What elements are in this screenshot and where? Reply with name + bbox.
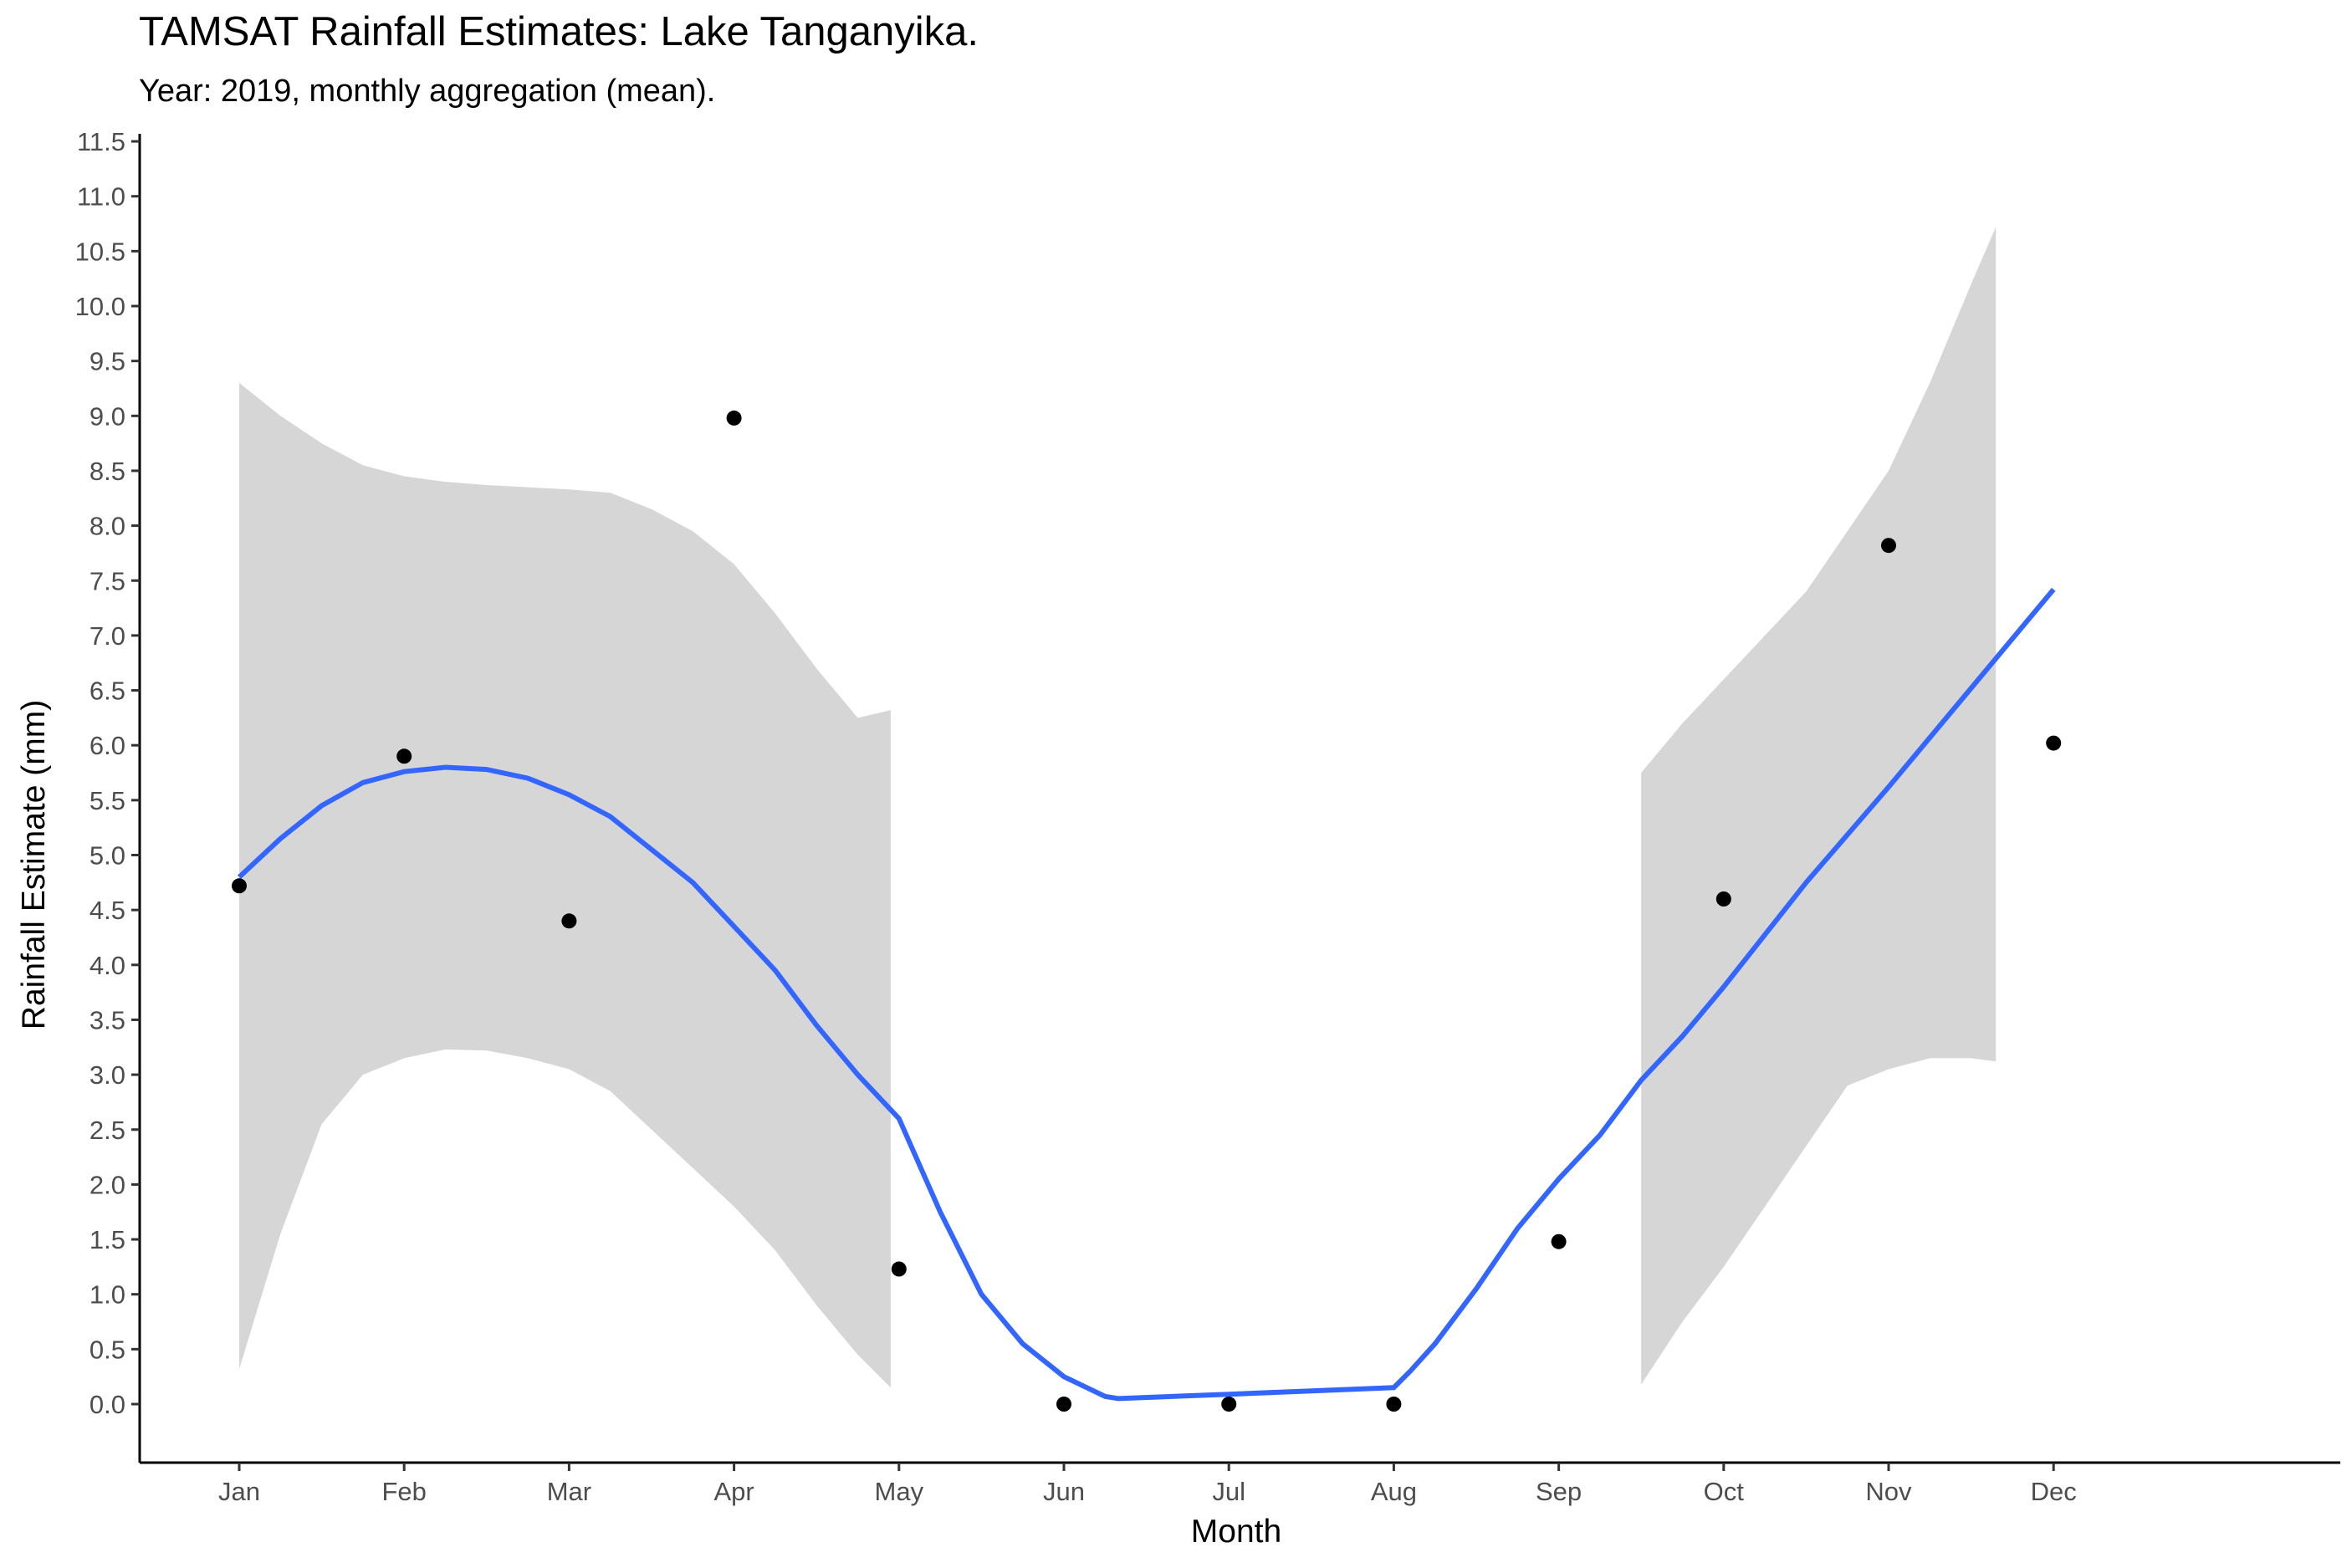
x-tick-label: Nov	[1865, 1477, 1912, 1506]
chart-subtitle: Year: 2019, monthly aggregation (mean).	[139, 74, 716, 109]
x-tick-label: Jun	[1043, 1477, 1085, 1506]
x-tick-label: Dec	[2031, 1477, 2077, 1506]
data-point	[1221, 1397, 1237, 1412]
y-tick-label: 9.0	[89, 401, 125, 431]
data-points	[232, 410, 2062, 1412]
y-tick-label: 3.0	[89, 1060, 125, 1090]
x-tick-label: Mar	[547, 1477, 591, 1506]
x-tick-label: Jan	[218, 1477, 260, 1506]
x-axis-title: Month	[1191, 1514, 1281, 1550]
y-tick-label: 6.5	[89, 677, 125, 706]
y-tick-label: 3.5	[89, 1005, 125, 1034]
y-tick-label: 7.5	[89, 566, 125, 595]
y-tick-label: 10.5	[75, 237, 125, 266]
chart-title: TAMSAT Rainfall Estimates: Lake Tanganyi…	[139, 9, 979, 54]
data-point	[726, 410, 742, 426]
y-tick-label: 9.5	[89, 347, 125, 376]
x-tick-label: Apr	[713, 1477, 754, 1506]
y-tick-label: 4.5	[89, 896, 125, 925]
x-tick-label: May	[875, 1477, 924, 1506]
y-tick-label: 2.5	[89, 1116, 125, 1145]
data-point	[1056, 1397, 1071, 1412]
y-tick-label: 1.5	[89, 1225, 125, 1254]
y-tick-label: 2.0	[89, 1170, 125, 1199]
data-point	[2046, 735, 2062, 751]
y-tick-label: 4.0	[89, 951, 125, 980]
y-tick-label: 6.0	[89, 731, 125, 760]
confidence-ribbons	[239, 227, 1997, 1388]
y-tick-label: 0.5	[89, 1335, 125, 1364]
x-tick-label: Jul	[1212, 1477, 1245, 1506]
confidence-ribbon-segment	[239, 382, 891, 1388]
y-tick-label: 11.5	[77, 127, 125, 156]
y-tick-label: 11.0	[77, 182, 125, 212]
x-tick-label: Sep	[1536, 1477, 1582, 1506]
smooth-trend-line	[237, 587, 2056, 1402]
x-tick-label: Oct	[1704, 1477, 1745, 1506]
y-tick-label: 1.0	[89, 1280, 125, 1310]
confidence-ribbon-segment	[1641, 227, 1997, 1385]
y-tick-label: 8.0	[89, 512, 125, 541]
data-point	[396, 748, 412, 764]
x-tick-label: Feb	[381, 1477, 426, 1506]
data-point	[1386, 1397, 1402, 1412]
x-tick-label: Aug	[1371, 1477, 1417, 1506]
data-point	[1551, 1233, 1567, 1249]
y-axis-ticks: 0.0 0.5 1.0 1.5 2.0 2.5 3.0 3.5 4.0 4.5 5.0 5.5 6.0 6…	[75, 127, 140, 1419]
y-tick-label: 0.0	[89, 1390, 125, 1419]
y-tick-label: 7.0	[89, 621, 125, 651]
y-tick-label: 5.5	[89, 786, 125, 815]
y-tick-label: 8.5	[89, 457, 125, 486]
y-axis-title: Rainfall Estimate (mm)	[16, 700, 52, 1029]
y-tick-label: 5.0	[89, 841, 125, 871]
data-point	[561, 913, 577, 929]
data-point	[1881, 538, 1896, 554]
data-point	[891, 1261, 907, 1277]
data-point	[232, 878, 247, 894]
y-tick-label: 10.0	[75, 292, 125, 321]
data-point	[1715, 891, 1731, 907]
x-axis-ticks: Jan Feb Mar Apr May Jun Jul Aug Sep Oct Nov Dec	[218, 1463, 2077, 1506]
